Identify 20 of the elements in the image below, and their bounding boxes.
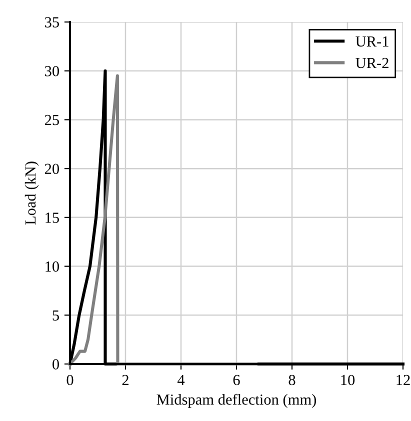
x-tick-label: 6 xyxy=(233,374,240,386)
x-tick-label: 8 xyxy=(288,374,296,386)
y-tick-label: 20 xyxy=(44,164,59,174)
legend-label: UR-1 xyxy=(356,36,388,47)
x-tick-label: 12 xyxy=(396,374,410,386)
y-tick-label: 0 xyxy=(52,359,59,370)
y-tick-label: 15 xyxy=(46,212,59,223)
y-tick-label: 10 xyxy=(46,261,59,272)
y-tick-label: 35 xyxy=(45,17,59,28)
x-tick-label: 2 xyxy=(122,374,128,386)
y-tick-label: 30 xyxy=(45,66,59,76)
y-tick-label: 25 xyxy=(44,114,59,126)
x-tick-label: 4 xyxy=(177,374,185,386)
x-tick-label: 10 xyxy=(341,374,355,386)
y-tick-label: 5 xyxy=(52,310,59,321)
x-axis-title: Midspam deflection (mm) xyxy=(156,394,316,408)
legend-label: UR-2 xyxy=(356,58,388,68)
x-tick-label: 0 xyxy=(66,374,74,386)
y-axis-title: Load (kN) xyxy=(24,162,39,225)
line-series xyxy=(68,74,258,366)
